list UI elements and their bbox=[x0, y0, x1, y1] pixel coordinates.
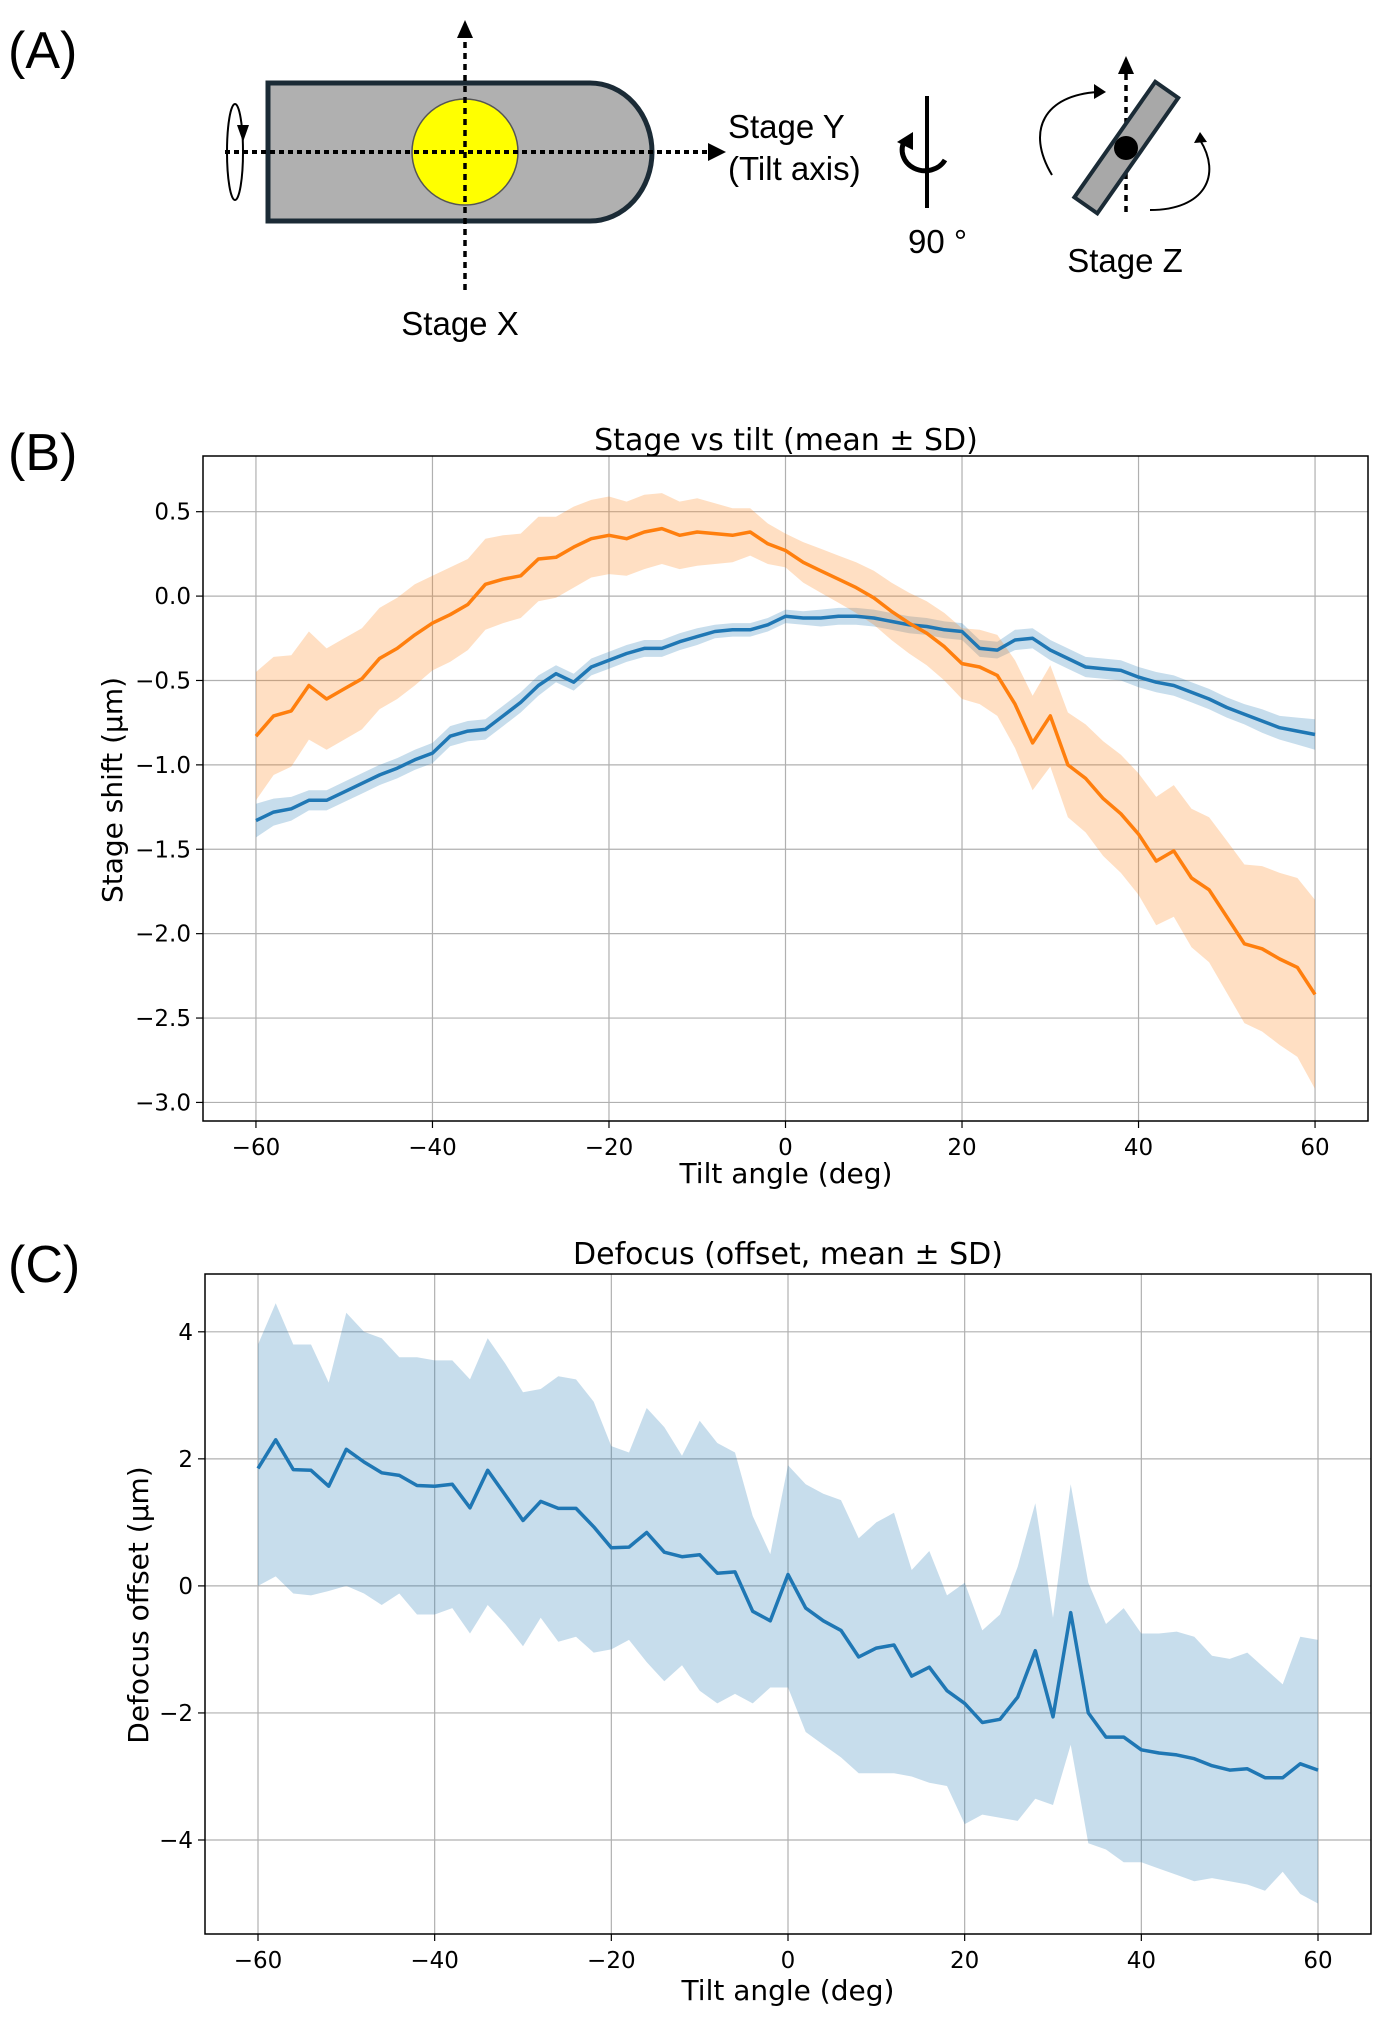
y-axis-label: Defocus offset (µm) bbox=[122, 1466, 155, 1743]
panel-label-b: (B) bbox=[8, 424, 77, 482]
x-tick-label: −60 bbox=[232, 1135, 281, 1161]
x-tick-label: 40 bbox=[1127, 1948, 1156, 1974]
defocus-chart: Defocus (offset, mean ± SD) Tilt angle (… bbox=[122, 1237, 1372, 2007]
panel-a-diagram: (A) Stage Y (Tilt axis) 90 ° Stage Z Sta… bbox=[8, 20, 1211, 342]
plot-frame bbox=[202, 455, 1369, 1122]
x-tick-label: −60 bbox=[234, 1948, 283, 1974]
stage-vs-tilt-chart: Stage vs tilt (mean ± SD) Tilt angle (de… bbox=[96, 423, 1369, 1190]
x-tick-label: −20 bbox=[587, 1948, 636, 1974]
stage-z-pivot bbox=[1114, 136, 1138, 160]
y-tick-label: 4 bbox=[178, 1320, 193, 1346]
x-tick-label: −40 bbox=[408, 1135, 457, 1161]
x-tick-label: 0 bbox=[778, 1135, 793, 1161]
panel-label-a: (A) bbox=[8, 22, 77, 80]
x-axis-label: Tilt angle (deg) bbox=[679, 1157, 893, 1190]
y-tick-label: −4 bbox=[159, 1828, 193, 1854]
arrowhead-left bbox=[1094, 84, 1106, 99]
rotation-label: 90 ° bbox=[908, 223, 967, 260]
chart-title: Stage vs tilt (mean ± SD) bbox=[594, 423, 978, 458]
y-tick-label: −1.5 bbox=[135, 837, 191, 863]
x-tick-label: 40 bbox=[1124, 1135, 1153, 1161]
y-tick-label: 0.5 bbox=[154, 500, 191, 526]
rotation-90-arrowhead bbox=[897, 132, 913, 150]
sd-band-blue bbox=[256, 607, 1315, 838]
stage-z-rotation-arrow-left bbox=[1039, 91, 1099, 176]
y-tick-label: −2.0 bbox=[135, 922, 191, 948]
y-tick-label: −2.5 bbox=[135, 1006, 191, 1032]
tilt-rotation-arrowhead bbox=[237, 125, 249, 142]
stage-z-rotation-arrow-right bbox=[1149, 139, 1211, 211]
x-tick-label: −40 bbox=[410, 1948, 459, 1974]
x-tick-label: −20 bbox=[585, 1135, 634, 1161]
stage-y-label: Stage Y bbox=[728, 108, 845, 145]
arrowhead-right bbox=[1194, 132, 1207, 143]
y-tick-label: 2 bbox=[178, 1447, 193, 1473]
y-tick-label: −2 bbox=[159, 1701, 193, 1727]
x-tick-label: 60 bbox=[1300, 1135, 1329, 1161]
tilt-axis-label: (Tilt axis) bbox=[728, 150, 861, 187]
y-tick-label: −1.0 bbox=[135, 753, 191, 779]
x-tick-label: 0 bbox=[781, 1948, 796, 1974]
sd-band-defocus bbox=[258, 1303, 1318, 1904]
stage-z-label: Stage Z bbox=[1067, 242, 1183, 279]
stage-z-arrowhead bbox=[1118, 56, 1134, 74]
sd-band-orange bbox=[256, 493, 1315, 1089]
chart-title: Defocus (offset, mean ± SD) bbox=[573, 1237, 1003, 1272]
x-tick-label: 20 bbox=[947, 1135, 976, 1161]
y-tick-label: −0.5 bbox=[135, 668, 191, 694]
rotation-90-arrow-icon bbox=[899, 138, 948, 174]
stage-x-label: Stage X bbox=[401, 305, 518, 342]
stage-y-arrowhead bbox=[708, 143, 726, 161]
x-axis-label: Tilt angle (deg) bbox=[681, 1974, 895, 2007]
y-tick-label: 0 bbox=[178, 1574, 193, 1600]
x-tick-label: 20 bbox=[950, 1948, 979, 1974]
x-tick-label: 60 bbox=[1303, 1948, 1332, 1974]
y-tick-label: 0.0 bbox=[154, 584, 191, 610]
plot-frame bbox=[204, 1273, 1372, 1935]
y-axis-label: Stage shift (µm) bbox=[96, 677, 129, 903]
panel-label-c: (C) bbox=[8, 1236, 80, 1294]
stage-x-arrowhead bbox=[457, 20, 473, 38]
y-tick-label: −3.0 bbox=[135, 1090, 191, 1116]
tilt-rotation-icon bbox=[226, 103, 244, 201]
